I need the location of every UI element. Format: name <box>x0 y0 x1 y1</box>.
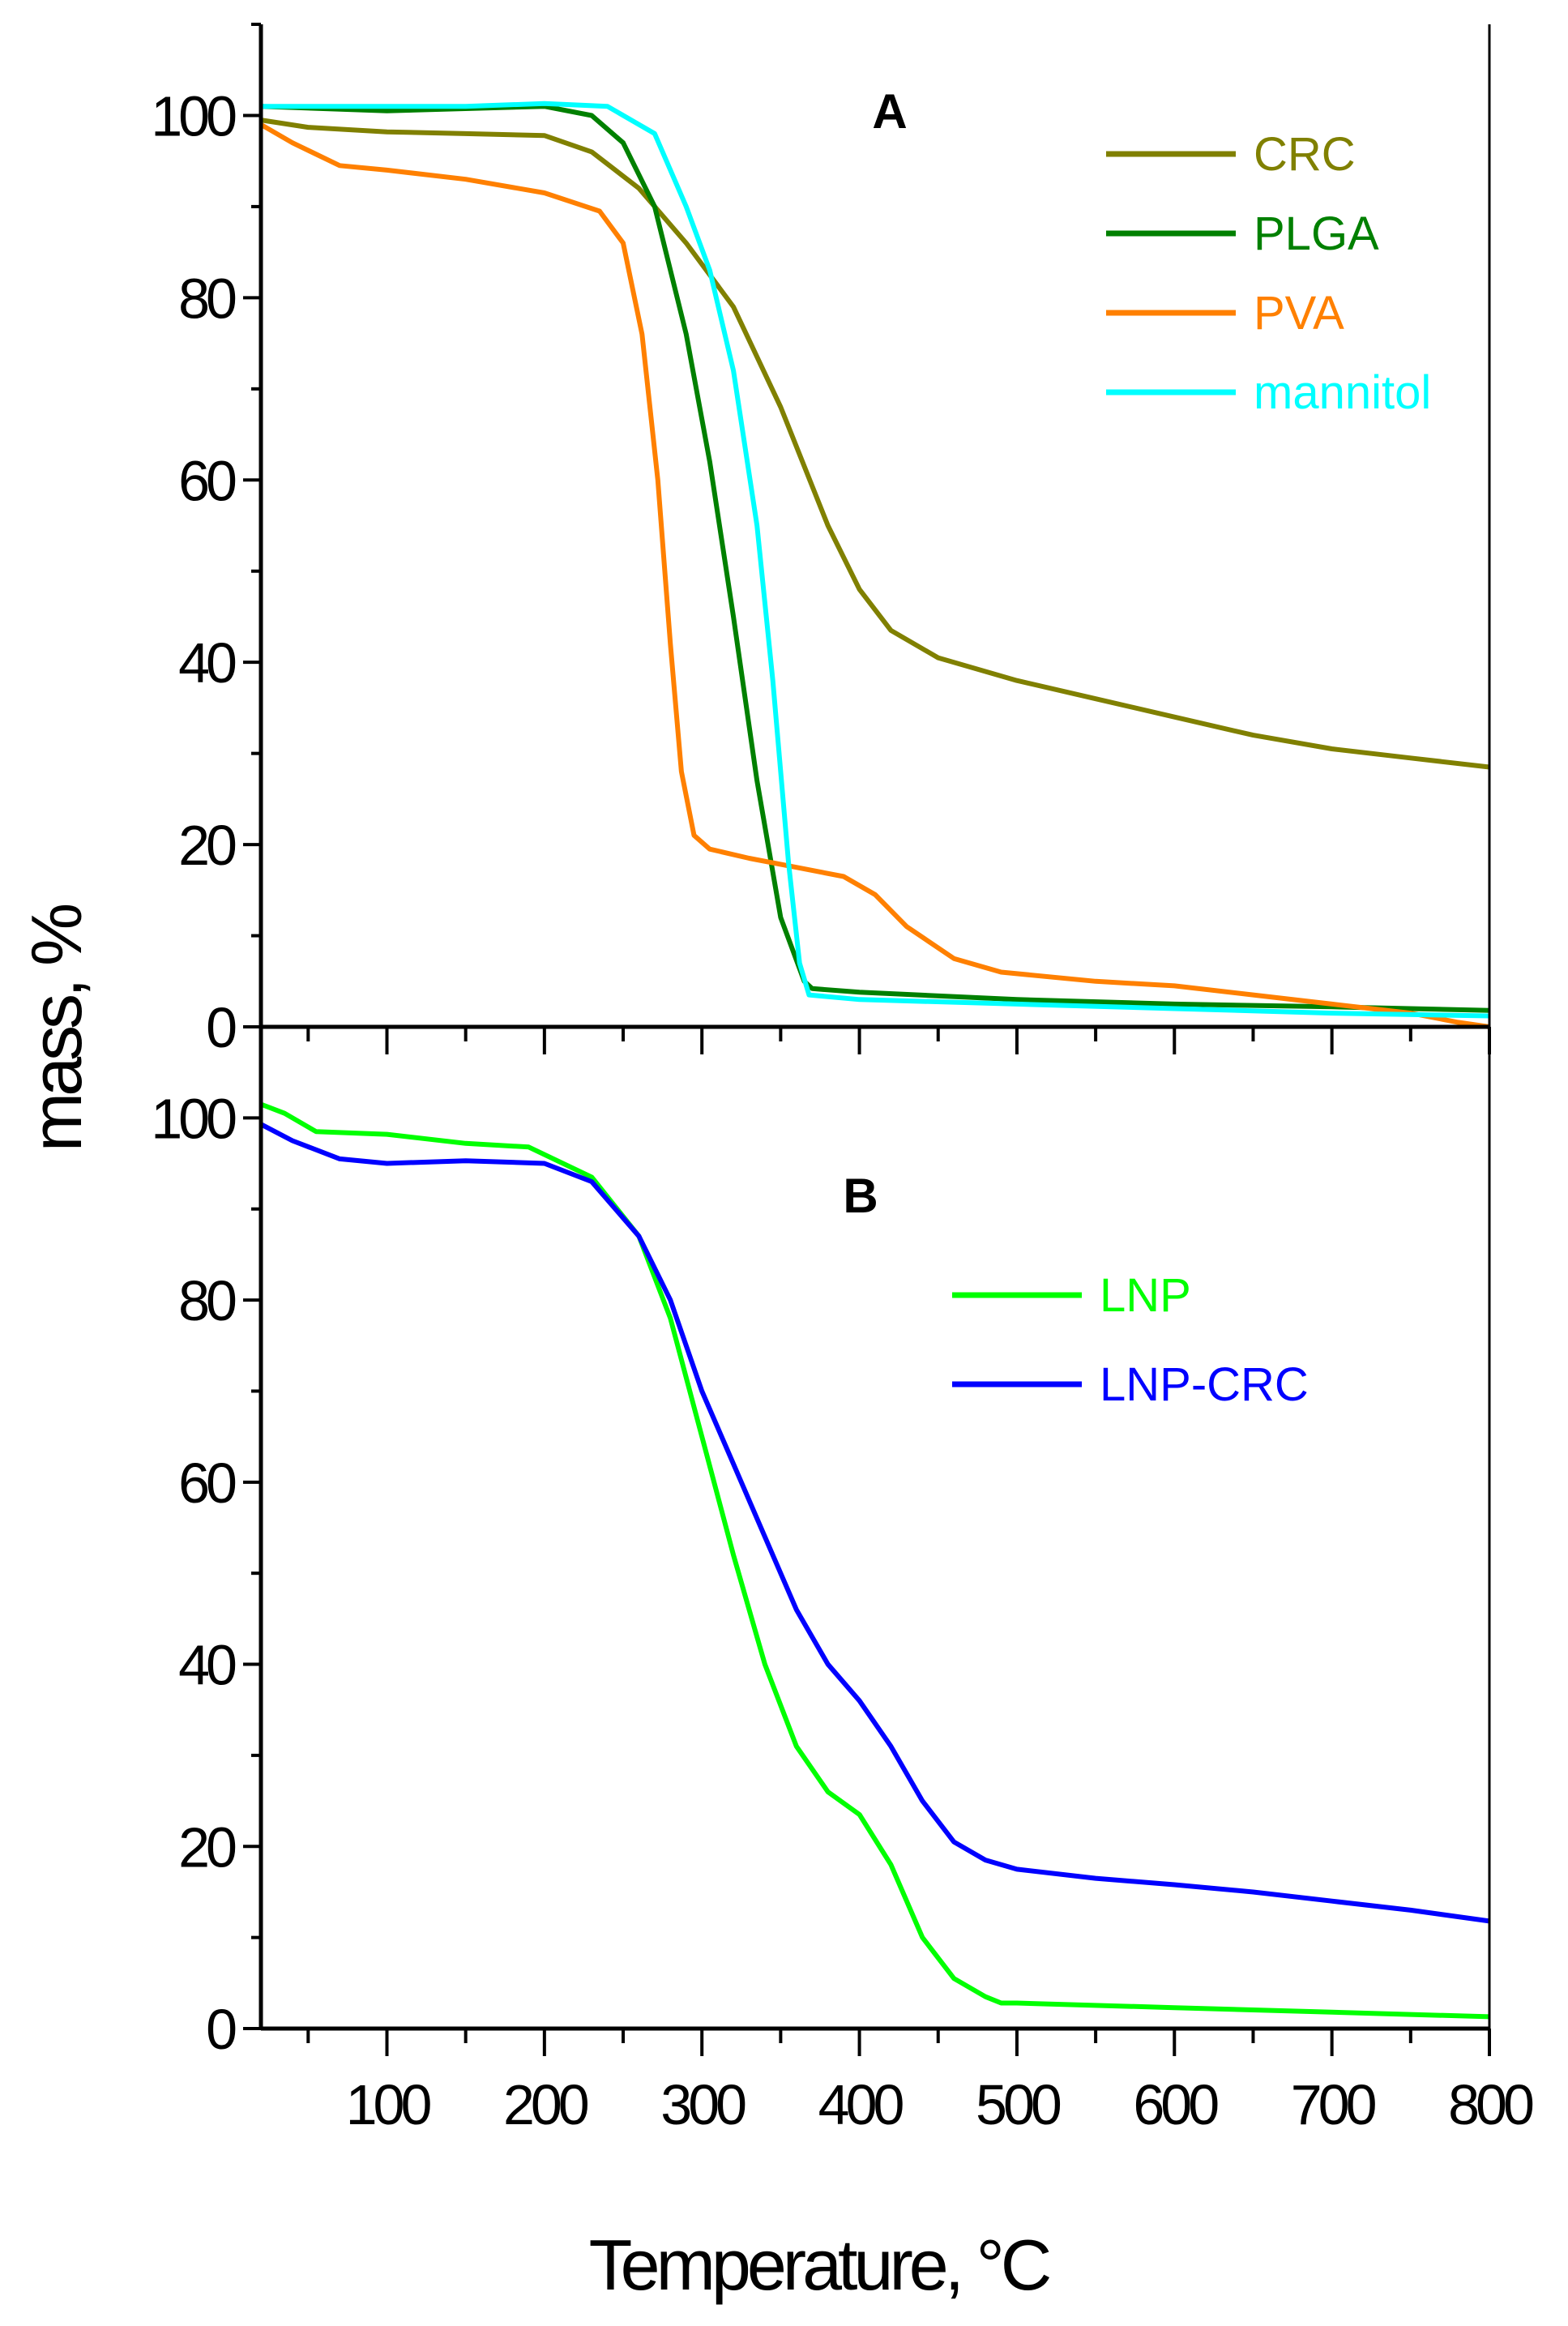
panel-label: A <box>872 84 907 139</box>
y-tick-label: 60 <box>178 1452 236 1515</box>
y-tick-label: 0 <box>206 1998 236 2061</box>
y-tick-label: 60 <box>178 449 236 512</box>
series-line-plga <box>260 104 1490 1013</box>
y-tick-label: 80 <box>178 267 236 330</box>
legend-label: mannitol <box>1254 366 1431 419</box>
x-tick-label: 800 <box>1448 2073 1533 2136</box>
y-tick-label: 20 <box>178 1815 236 1879</box>
y-axis-title: mass, % <box>16 904 96 1152</box>
panel-a: 0 20 40 60 80 100 A CRC PLGA PVA mannitol <box>151 23 1491 1059</box>
x-tick-label: 400 <box>818 2073 904 2136</box>
series-line-mannitol <box>261 100 1490 1019</box>
series-line-lnp <box>259 1101 1490 2020</box>
legend-label: LNP <box>1100 1269 1191 1322</box>
y-tick-label: 80 <box>178 1269 236 1332</box>
panel-b: 0 20 40 60 80 100 100 200 300 400 500 600 700 800 B LNP… <box>151 1027 1537 2136</box>
y-tick-label: 40 <box>178 1634 236 1697</box>
x-tick-label: 300 <box>660 2073 746 2136</box>
y-tick-label: 100 <box>151 84 236 148</box>
x-tick-label: 600 <box>1133 2073 1218 2136</box>
y-tick-label: 20 <box>178 814 236 877</box>
legend-label: LNP-CRC <box>1100 1358 1309 1411</box>
legend-label: PVA <box>1254 287 1344 340</box>
series-line-lnp-crc <box>259 1122 1490 1924</box>
x-tick-label: 500 <box>976 2073 1061 2136</box>
y-tick-label: 0 <box>206 996 236 1059</box>
legend-label: PLGA <box>1254 207 1379 260</box>
x-tick-label: 200 <box>503 2073 588 2136</box>
x-tick-label: 100 <box>346 2073 431 2136</box>
series-line-crc <box>260 118 1490 770</box>
x-tick-label: 700 <box>1291 2073 1376 2136</box>
x-axis-title: Temperature, °C <box>589 2225 1050 2305</box>
y-tick-label: 100 <box>151 1087 236 1150</box>
legend-label: CRC <box>1254 128 1356 181</box>
y-tick-label: 40 <box>178 631 236 695</box>
series-line-pva <box>259 122 1490 1029</box>
panel-label: B <box>843 1169 878 1223</box>
